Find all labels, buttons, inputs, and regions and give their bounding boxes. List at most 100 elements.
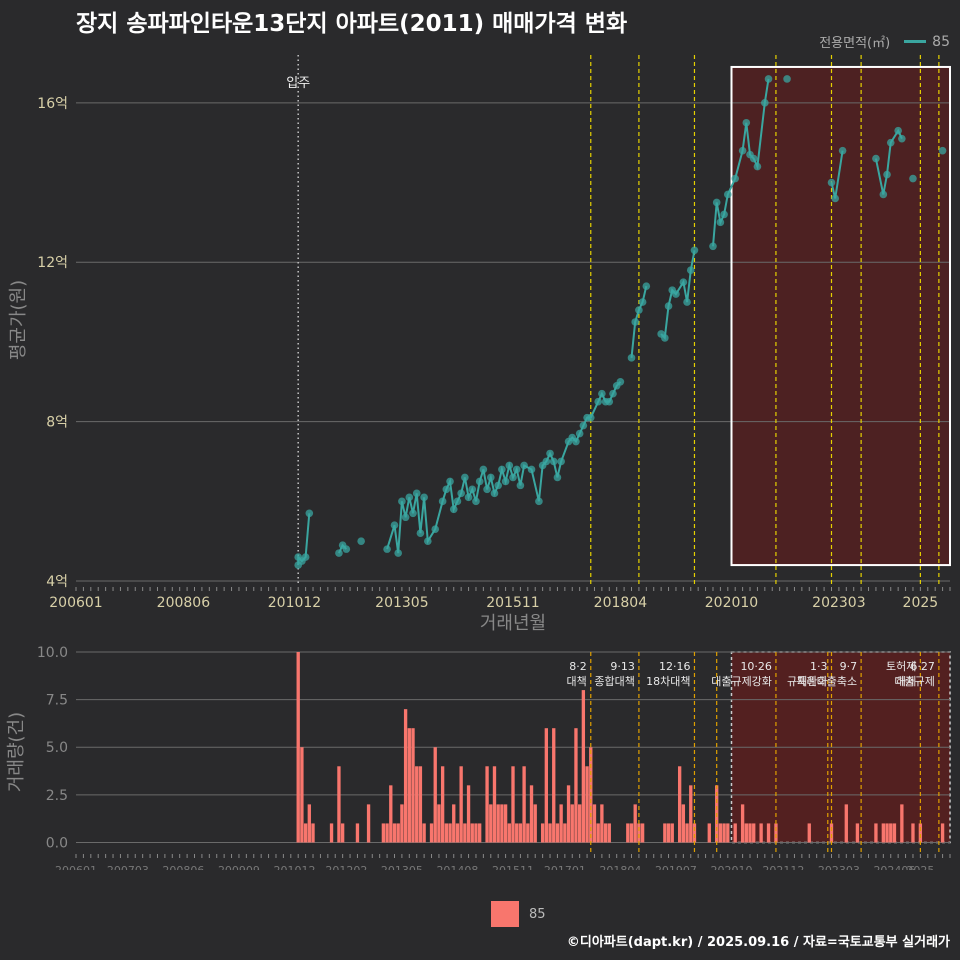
policy-name-label: 대책	[567, 675, 587, 688]
price-point	[516, 481, 525, 490]
volume-x-tick-label: 201511	[492, 864, 534, 870]
price-point	[609, 389, 617, 398]
price-point	[357, 537, 365, 545]
price-point	[486, 473, 495, 482]
volume-bar	[385, 823, 389, 843]
price-point	[683, 298, 691, 306]
y-axis-title: 평균가(원)	[8, 280, 29, 360]
volume-y-tick-label: 10.0	[37, 645, 68, 661]
volume-bar	[329, 823, 334, 843]
y-tick-label: 8억	[46, 415, 68, 431]
volume-bar	[911, 823, 915, 843]
volume-bar	[566, 785, 571, 843]
price-point	[535, 497, 543, 506]
price-point	[642, 282, 651, 290]
policy-name-label: 대출규제	[894, 675, 934, 688]
volume-bar	[829, 823, 834, 843]
legend-value: 85	[932, 33, 950, 50]
price-point	[438, 497, 447, 506]
price-point	[383, 545, 391, 553]
volume-bar	[581, 690, 586, 843]
volume-bar	[474, 823, 478, 843]
price-point	[449, 505, 458, 514]
volume-bar	[485, 766, 489, 843]
volume-bar	[444, 823, 449, 843]
y-tick-label: 4억	[46, 574, 68, 590]
policy-date-label: 9·13	[610, 660, 635, 673]
volume-y-tick-label: 2.5	[46, 788, 68, 804]
x-tick-label: 200806	[157, 595, 211, 611]
volume-bar	[574, 728, 578, 843]
price-point	[494, 481, 502, 490]
volume-bar	[670, 823, 674, 843]
volume-x-tick-label: 201907	[655, 864, 697, 870]
price-point	[605, 397, 614, 406]
price-point	[664, 302, 673, 310]
volume-bar	[340, 823, 345, 843]
price-point	[712, 198, 721, 207]
volume-bar	[355, 823, 360, 843]
volume-bar	[692, 823, 697, 843]
price-point	[827, 178, 836, 187]
volume-bar	[881, 823, 886, 843]
volume-bar	[415, 766, 419, 843]
volume-x-tick-label: 201701	[544, 864, 586, 870]
volume-y-tick-label: 7.5	[46, 693, 68, 709]
policy-name-label: 18차대책	[646, 675, 690, 688]
volume-x-tick-label: 200909	[218, 864, 260, 870]
x-tick-label: 201804	[594, 595, 648, 611]
volume-bar	[681, 804, 686, 843]
volume-bar	[585, 766, 589, 843]
volume-bar	[766, 823, 771, 843]
price-point	[505, 461, 514, 470]
policy-name-label: 규제완화	[787, 675, 827, 688]
price-point	[749, 154, 758, 163]
volume-bar	[807, 823, 811, 843]
volume-bar	[515, 823, 519, 843]
y-tick-label: 16억	[37, 96, 68, 112]
volume-x-tick-label: 201408	[436, 864, 478, 870]
volume-bar	[844, 804, 848, 843]
volume-x-tick-label: 202010	[711, 864, 753, 870]
price-point	[483, 485, 491, 494]
volume-bar	[629, 823, 634, 843]
volume-bar	[407, 728, 411, 843]
price-point	[342, 545, 351, 553]
price-point	[301, 553, 310, 561]
price-point	[553, 473, 562, 482]
volume-bar	[752, 823, 756, 843]
highlight-outline	[730, 65, 951, 567]
volume-bar	[722, 823, 726, 843]
volume-bar	[855, 823, 860, 843]
price-point	[872, 154, 880, 163]
volume-bar	[596, 823, 600, 843]
price-point	[542, 457, 551, 466]
price-point	[498, 465, 506, 474]
x-tick-label: 201012	[268, 595, 321, 611]
policy-name-label: 종합대책	[594, 675, 634, 688]
price-point	[420, 493, 428, 502]
volume-bar	[396, 823, 400, 843]
price-point	[579, 421, 588, 430]
price-point	[416, 529, 425, 537]
legend: 전용면적(㎡) 85	[819, 32, 950, 52]
volume-bar	[503, 804, 508, 843]
volume-bar	[389, 785, 393, 843]
volume-bar	[918, 823, 923, 843]
price-point	[572, 437, 580, 446]
y-tick-label: 12억	[37, 255, 68, 271]
volume-bar	[689, 785, 693, 843]
volume-bar	[607, 823, 611, 843]
volume-bar	[433, 747, 437, 843]
policy-name-label: 특례대출축소	[796, 675, 857, 688]
policy-name-label: 대출규제강화	[711, 675, 772, 688]
price-point	[742, 118, 751, 127]
price-point	[475, 477, 484, 486]
volume-x-tick-label: 202112	[762, 864, 804, 870]
volume-bar	[429, 823, 434, 843]
bar-legend-label: 85	[529, 906, 546, 922]
price-point	[479, 465, 488, 474]
volume-bar	[570, 804, 574, 843]
volume-bar	[726, 823, 730, 843]
volume-bar	[392, 823, 397, 843]
